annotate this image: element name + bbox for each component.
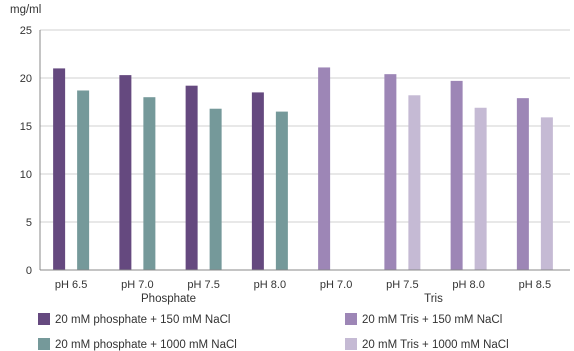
legend-swatch <box>345 338 357 350</box>
bar <box>185 85 198 271</box>
bar <box>209 108 222 270</box>
bar <box>251 92 264 271</box>
x-tick-label: pH 7.5 <box>187 279 219 291</box>
legend: 20 mM phosphate + 150 mM NaCl 20 mM phosp… <box>38 313 509 351</box>
bar <box>318 67 331 270</box>
axes <box>39 30 570 271</box>
x-tick-label: pH 8.5 <box>519 279 551 291</box>
bar <box>275 111 288 270</box>
y-tick-label: 5 <box>26 217 32 229</box>
x-tick-label: pH 7.0 <box>121 279 153 291</box>
bar <box>143 97 156 270</box>
x-tick-label: pH 7.5 <box>386 279 418 291</box>
bar <box>119 75 132 271</box>
bar <box>540 117 553 270</box>
y-tick-label: 25 <box>20 25 32 37</box>
group-label: Tris <box>424 293 443 305</box>
y-tick-label: 20 <box>20 73 32 85</box>
group-labels: Phosphate Tris <box>141 293 443 305</box>
y-tick-label: 10 <box>20 169 32 181</box>
legend-swatch <box>345 313 357 325</box>
y-tick-label: 0 <box>26 265 32 277</box>
bar <box>384 74 397 270</box>
y-tick-label: 15 <box>20 121 32 133</box>
x-tick-labels: pH 6.5 pH 7.0 pH 7.5 pH 8.0 pH 7.0 pH 7.5 pH 8… <box>55 279 551 291</box>
legend-label: 20 mM Tris + 1000 mM NaCl <box>362 339 509 351</box>
bar <box>450 80 463 270</box>
y-tick-labels: 0 5 10 15 20 25 <box>20 25 32 277</box>
bar <box>77 90 90 270</box>
x-tick-label: pH 8.0 <box>452 279 484 291</box>
y-unit-label: mg/ml <box>10 4 41 16</box>
x-tick-label: pH 6.5 <box>55 279 87 291</box>
legend-swatch <box>38 338 50 350</box>
bar <box>408 95 421 270</box>
bars <box>53 67 553 271</box>
bar <box>53 68 66 271</box>
bar <box>474 107 487 270</box>
legend-label: 20 mM phosphate + 150 mM NaCl <box>55 314 230 326</box>
x-tick-label: pH 8.0 <box>254 279 286 291</box>
legend-swatch <box>38 313 50 325</box>
legend-label: 20 mM phosphate + 1000 mM NaCl <box>55 339 237 351</box>
x-tick-label: pH 7.0 <box>320 279 352 291</box>
group-label: Phosphate <box>141 293 196 305</box>
legend-label: 20 mM Tris + 150 mM NaCl <box>362 314 502 326</box>
bar <box>516 98 529 270</box>
